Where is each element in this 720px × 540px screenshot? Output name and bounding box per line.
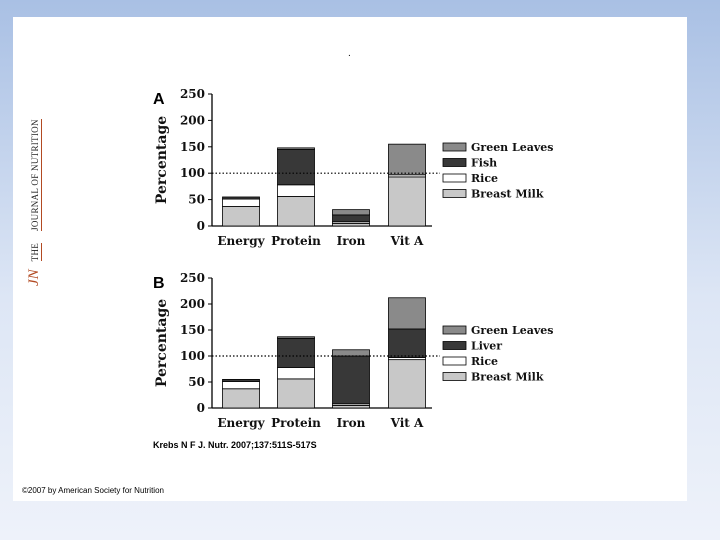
chart-b-y-tick-label: 0 [197, 401, 205, 415]
chart-a-category-label: Iron [337, 234, 366, 248]
chart-a-bar-protein-breast-milk [277, 196, 315, 227]
chart-b-legend-swatch-breast-milk [442, 372, 467, 381]
chart-a-y-tick-label: 0 [197, 219, 205, 233]
chart-b-bar-protein-rice [277, 367, 315, 380]
chart-a-bar-vit-a-green-leaves [388, 143, 426, 176]
chart-b-bar-protein-liver [277, 337, 315, 368]
chart-a-category-label: Protein [271, 234, 321, 248]
chart-a-y-tick-label: 250 [180, 87, 205, 101]
slide-panel [13, 17, 687, 501]
chart-a-panel-letter: A [153, 91, 165, 108]
chart-a-legend-swatch-green-leaves [442, 142, 467, 152]
chart-a-y-tick-label: 200 [180, 113, 205, 127]
chart-b-y-axis-label: Percentage [154, 299, 170, 387]
chart-b-legend-swatch-green-leaves [442, 325, 467, 335]
chart-a-bar-iron-fish [332, 214, 370, 223]
chart-a-bar-energy-fish [222, 196, 260, 200]
chart-b-legend-label: Green Leaves [471, 324, 553, 337]
chart-b-bar-vit-a-liver [388, 328, 426, 358]
chart-a-bar-energy-breast-milk [222, 206, 260, 227]
chart-a-y-tick-label: 50 [188, 193, 205, 207]
chart-a-category-label: Energy [217, 234, 265, 248]
chart-b-legend-label: Breast Milk [471, 371, 544, 384]
chart-b-legend-swatch-liver [442, 341, 467, 350]
chart-a-bar-protein-green-leaves [277, 147, 315, 150]
chart-a-y-axis-label: Percentage [154, 116, 170, 204]
chart-b-bar-protein-green-leaves [277, 336, 315, 339]
chart-b-legend-swatch-rice [442, 356, 467, 366]
chart-b-y-tick-label: 200 [180, 297, 205, 311]
chart-b-category-label: Energy [217, 416, 265, 430]
chart-a-bar-protein-rice [277, 184, 315, 197]
chart-a-y-tick-label: 100 [180, 166, 205, 180]
chart-b-bar-energy-breast-milk [222, 388, 260, 409]
chart-a-legend-swatch-breast-milk [442, 189, 467, 198]
chart-a-legend-label: Rice [471, 172, 498, 185]
chart-b-y-tick-label: 250 [180, 271, 205, 285]
chart-b-legend-label: Rice [471, 355, 498, 368]
chart-a-bar-vit-a-breast-milk [388, 176, 426, 227]
chart-b-bar-iron-green-leaves [332, 349, 370, 357]
chart-b-panel-letter: B [153, 275, 165, 292]
chart-b-y-tick-label: 100 [180, 349, 205, 363]
slide-dot: . [348, 48, 351, 59]
chart-a-legend-label: Breast Milk [471, 188, 544, 201]
chart-b-bar-vit-a-green-leaves [388, 297, 426, 330]
chart-a-bar-iron-green-leaves [332, 209, 370, 216]
chart-b-bar-energy-rice [222, 381, 260, 390]
chart-b-category-label: Vit A [390, 416, 424, 430]
chart-a-y-tick-label: 150 [180, 140, 205, 154]
chart-a-legend-swatch-rice [442, 173, 467, 183]
chart-b-y-tick-label: 50 [188, 375, 205, 389]
chart-a-legend-label: Green Leaves [471, 141, 553, 154]
chart-a-bar-protein-fish [277, 149, 315, 186]
chart-b-category-label: Iron [337, 416, 366, 430]
chart-b-bar-iron-liver [332, 355, 370, 405]
citation: Krebs N F J. Nutr. 2007;137:511S-517S [153, 440, 317, 450]
chart-b-bar-energy-liver [222, 378, 260, 382]
chart-a-category-label: Vit A [390, 234, 424, 248]
chart-b-legend-label: Liver [471, 340, 502, 353]
copyright-notice: ©2007 by American Society for Nutrition [22, 486, 164, 495]
chart-a-legend-label: Fish [471, 157, 497, 170]
chart-b-bar-protein-breast-milk [277, 378, 315, 409]
chart-b-y-tick-label: 150 [180, 323, 205, 337]
chart-b-bar-vit-a-breast-milk [388, 359, 426, 409]
chart-b-category-label: Protein [271, 416, 321, 430]
chart-a-legend-swatch-fish [442, 158, 467, 167]
chart-a-bar-energy-rice [222, 198, 260, 207]
